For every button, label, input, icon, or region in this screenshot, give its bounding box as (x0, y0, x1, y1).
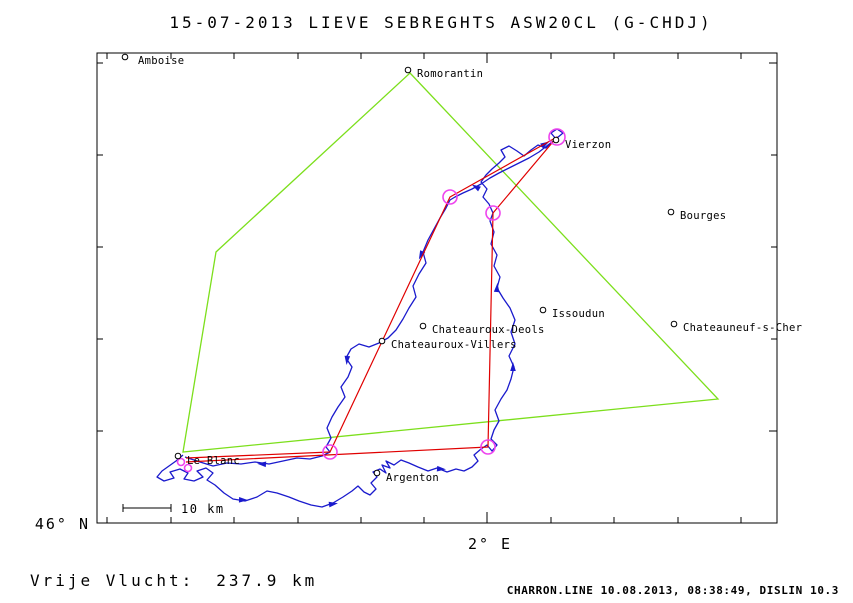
axis-ticks-top (106, 53, 742, 63)
lat-axis-label: 46° N (35, 515, 90, 533)
flight-summary: Vrije Vlucht: 237.9 km (30, 571, 317, 590)
city-label: Amboise (138, 55, 184, 67)
city-marker-vierzon: Vierzon (552, 136, 611, 151)
scale-bar: 10 km (122, 502, 225, 516)
city-dot (539, 306, 547, 314)
turnpoint-circle (322, 444, 338, 460)
city-dot (667, 208, 675, 216)
map-frame (96, 52, 778, 524)
city-dot (378, 337, 386, 345)
page-title: 15-07-2013 LIEVE SEBREGHTS ASW20CL (G-CH… (169, 13, 712, 32)
city-label: Argenton (386, 472, 439, 484)
city-dot (670, 320, 678, 328)
city-label: Le Blanc (187, 455, 240, 467)
summary-label: Vrije Vlucht: (30, 571, 194, 590)
city-label: Chateauroux-Deols (432, 324, 545, 336)
flight-track (156, 128, 564, 508)
direction-arrow (510, 362, 516, 371)
direction-arrow (344, 355, 351, 365)
scale-bar-label: 10 km (181, 502, 225, 516)
axis-ticks-left (97, 62, 103, 432)
city-dot (552, 136, 560, 144)
city-label: Issoudun (552, 308, 605, 320)
city-label: Chateauroux-Villers (391, 339, 517, 351)
turnpoint-circles (176, 128, 566, 473)
turnpoint-circle (480, 439, 496, 455)
city-dot (373, 469, 381, 477)
city-label: Chateauneuf-s-Cher (683, 322, 802, 334)
turnpoint-circle-finish (183, 463, 193, 473)
axis-ticks-right (769, 62, 777, 432)
city-marker-chateauroux-villers: Chateauroux-Villers (378, 337, 517, 351)
city-marker-chateauroux-deols: Chateauroux-Deols (419, 322, 545, 336)
turnpoint-circle-start (176, 457, 186, 467)
city-marker-romorantin: Romorantin (404, 66, 483, 80)
direction-arrow (436, 465, 446, 472)
city-marker-issoudun: Issoudun (539, 306, 605, 320)
summary-value: 237.9 km (216, 571, 317, 590)
city-marker-amboise: Amboise (121, 53, 184, 67)
direction-arrow (493, 283, 500, 293)
city-label: Vierzon (565, 139, 611, 151)
direction-arrow (471, 184, 481, 192)
city-dot (404, 66, 412, 74)
turnpoint-circle (442, 189, 458, 205)
task-polygon (182, 72, 720, 453)
city-marker-argenton: Argenton (373, 469, 439, 484)
city-label: Romorantin (417, 68, 483, 80)
city-marker-le-blanc: Le Blanc (174, 452, 240, 467)
city-dot (174, 452, 182, 460)
direction-arrow (238, 497, 248, 503)
lon-axis-label: 2° E (468, 535, 512, 553)
turnpoint-circle (485, 205, 501, 221)
direction-arrow (257, 461, 267, 468)
city-marker-bourges: Bourges (667, 208, 726, 222)
credit-line: CHARRON.LINE 10.08.2013, 08:38:49, DISLI… (507, 584, 839, 597)
axis-ticks-bottom (106, 517, 742, 523)
direction-arrow (328, 501, 338, 508)
city-label: Bourges (680, 210, 726, 222)
scale-bar-line (122, 504, 172, 512)
turnpoint-circle (548, 128, 566, 146)
optimized-route (185, 136, 558, 463)
city-dot (121, 53, 129, 61)
city-marker-chateauneuf-s-cher: Chateauneuf-s-Cher (670, 320, 802, 334)
city-dot (419, 322, 427, 330)
